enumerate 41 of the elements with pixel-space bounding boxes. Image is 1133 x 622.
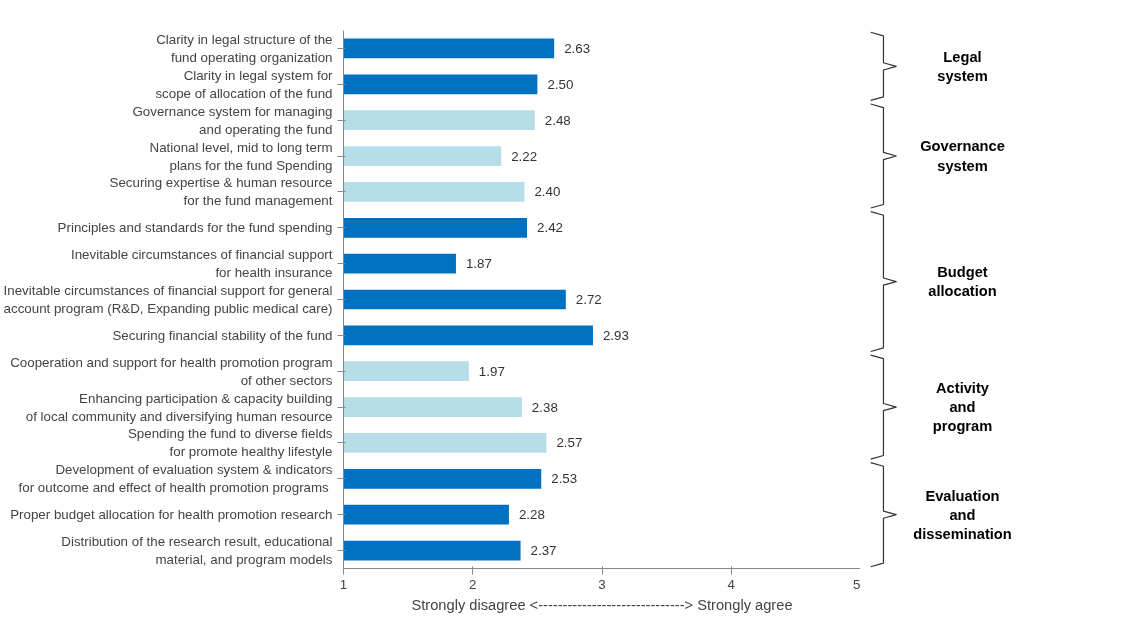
y-tick-label: Clarity in legal system for scope of allocation of the fund [155, 67, 334, 101]
data-label: 2.93 [602, 327, 629, 343]
y-tick-label: Enhancing participation & capacity building of local community and diversifying human resource [25, 390, 333, 424]
data-label: 2.28 [518, 507, 545, 523]
x-axis-title: Strongly disagree <------------------------------> Strongly agree [411, 596, 793, 613]
y-tick-label: Inevitable circumstances of financial support for general account program (R&D, Expanding public medical care) [3, 283, 333, 316]
data-label: 1.87 [465, 256, 492, 272]
y-tick-label: Principles and standards for the fund spending [57, 220, 333, 236]
data-label: 2.22 [511, 148, 538, 164]
y-tick-label: National level, mid to long term plans for the fund Spending [149, 139, 333, 173]
data-label: 2.40 [534, 184, 561, 200]
y-tick-label: Governance system for managing and operating the fund [132, 103, 333, 137]
y-tick-label: Distribution of the research result, educational material, and program models [61, 534, 333, 568]
y-tick-label: Development of evaluation system & indicators for outcome and effect of health promotion programs [18, 462, 333, 496]
data-label: 2.63 [564, 40, 591, 56]
y-tick-label: Inevitable circumstances of financial support for health insurance [70, 247, 333, 281]
x-tick-label: 4 [727, 576, 736, 592]
x-tick-label: 2 [469, 576, 477, 592]
data-label: 2.38 [531, 399, 558, 415]
text: Legal system [937, 48, 988, 84]
x-tick-label: 3 [598, 576, 606, 592]
y-tick-label: Proper budget allocation for health promotion research [10, 507, 333, 523]
data-label: 2.72 [575, 292, 602, 307]
y-tick-label: Securing expertise & human resource for the fund management [109, 175, 333, 209]
y-tick-label: Clarity in legal structure of the fund operating organization [156, 31, 333, 65]
data-label: 2.37 [530, 543, 557, 559]
y-tick-label: Securing financial stability of the fund [112, 327, 333, 343]
x-tick-label: 1 [339, 576, 348, 592]
text: Governance system [920, 138, 1005, 174]
data-label: 2.57 [556, 435, 583, 451]
text: Activity and program [932, 379, 993, 435]
text: Budget allocation [928, 263, 997, 300]
data-label: 1.97 [478, 363, 505, 379]
text: Evaluation and dissemination [913, 487, 1012, 542]
data-label: 2.53 [551, 471, 578, 487]
data-label: 2.48 [544, 112, 571, 128]
data-label: 2.42 [537, 220, 563, 236]
y-tick-label: Spending the fund to diverse fields for promote healthy lifestyle [128, 426, 333, 460]
y-tick-label: Cooperation and support for health promotion program of other sectors [10, 354, 333, 388]
x-tick-label: 5 [853, 576, 861, 592]
data-label: 2.50 [547, 76, 574, 92]
